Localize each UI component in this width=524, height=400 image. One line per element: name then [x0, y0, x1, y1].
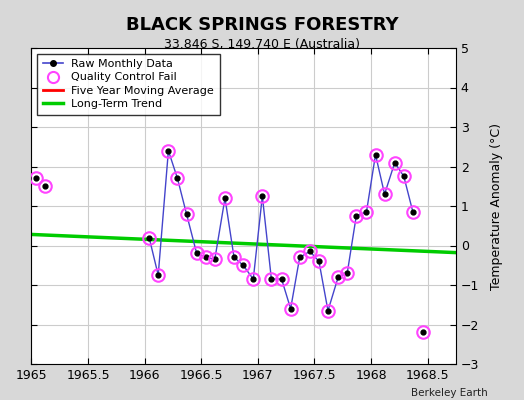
- Text: Berkeley Earth: Berkeley Earth: [411, 388, 487, 398]
- Legend: Raw Monthly Data, Quality Control Fail, Five Year Moving Average, Long-Term Tren: Raw Monthly Data, Quality Control Fail, …: [37, 54, 220, 115]
- Y-axis label: Temperature Anomaly (°C): Temperature Anomaly (°C): [490, 122, 503, 290]
- Text: BLACK SPRINGS FORESTRY: BLACK SPRINGS FORESTRY: [126, 16, 398, 34]
- Text: 33.846 S, 149.740 E (Australia): 33.846 S, 149.740 E (Australia): [164, 38, 360, 51]
